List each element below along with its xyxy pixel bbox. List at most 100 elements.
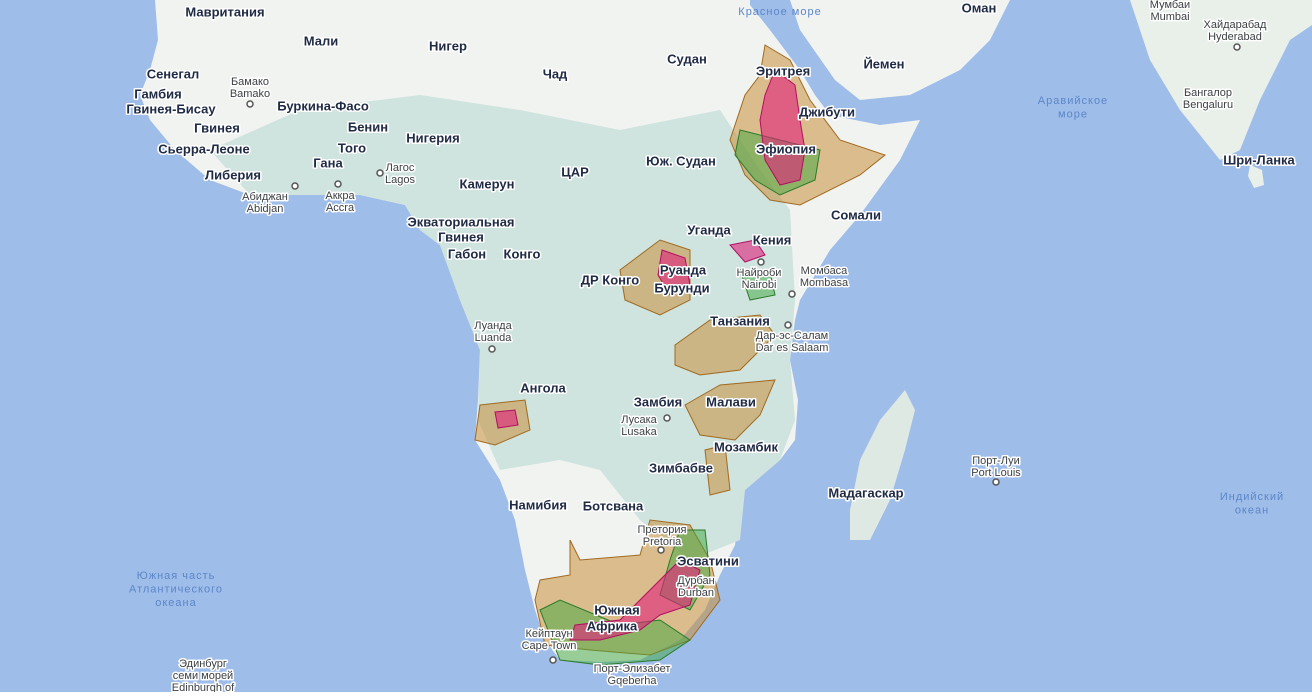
city-label: Претория (637, 524, 686, 536)
country-label: Руанда (660, 262, 707, 277)
city-marker (992, 478, 1000, 486)
city-label: Аккра (325, 190, 355, 202)
city-label: Nairobi (742, 279, 777, 291)
city-label: Луанда (474, 320, 512, 332)
city-label: Найроби (737, 267, 782, 279)
range-area (494, 409, 519, 429)
range-area (704, 444, 731, 496)
city-label: Эдинбург (179, 658, 227, 670)
city-label: Порт-Луи (972, 455, 1020, 467)
city-marker (376, 169, 384, 177)
country-label: Гвинея (194, 120, 240, 135)
city-label: Порт-Элизабет (594, 663, 671, 675)
city-label: Mombasa (800, 277, 849, 289)
city-label: Gqeberha (608, 675, 658, 687)
country-label: Мозамбик (714, 439, 779, 454)
range-area (569, 559, 701, 641)
city-label: Accra (326, 202, 355, 214)
madagascar-land (850, 390, 915, 540)
city-label: Лагос (386, 162, 415, 174)
country-label: Йемен (863, 56, 904, 71)
water-label: Красное море (738, 6, 821, 18)
country-label: Мавритания (185, 4, 264, 19)
country-label: Юж. Судан (646, 153, 716, 168)
country-label: Конго (504, 246, 541, 261)
city-label: Lusaka (621, 426, 657, 438)
city-label: Дар-эс-Салам (756, 330, 828, 342)
city-marker (784, 321, 792, 329)
country-label: Эфиопия (756, 141, 816, 156)
city-marker (663, 414, 671, 422)
country-label: Камерун (459, 176, 514, 191)
city-label: Мумбаи (1150, 0, 1190, 11)
city-label: Edinburgh of (172, 682, 235, 692)
country-label: Малави (706, 394, 756, 409)
country-label: ЦАР (561, 164, 589, 179)
city-label: Dar es Salaam (756, 342, 829, 354)
country-label: Ангола (520, 380, 566, 395)
city-marker (549, 656, 557, 664)
range-area (674, 314, 776, 376)
city-label: Mumbai (1150, 11, 1189, 23)
city-label: семи морей (173, 670, 233, 682)
range-area (684, 379, 776, 441)
range-area (739, 269, 776, 301)
city-marker (1233, 43, 1241, 51)
country-label: Гвинея (438, 229, 484, 244)
country-label: Бенин (348, 119, 388, 134)
water-label: Аравийское (1038, 95, 1108, 107)
country-label: Нигерия (406, 130, 460, 145)
country-label: Сьерра-Леоне (158, 141, 249, 156)
country-label: Африка (587, 618, 638, 633)
country-label: Южная (594, 602, 639, 617)
country-label: Сомали (831, 207, 881, 222)
water-label: океан (1235, 504, 1269, 516)
city-marker (488, 345, 496, 353)
water-label: Южная часть (137, 570, 216, 582)
country-label: Чад (543, 66, 568, 81)
country-label: Мали (304, 33, 338, 48)
city-label: Bengaluru (1183, 99, 1233, 111)
country-label: Ботсвана (583, 498, 644, 513)
tropical-vegetation (210, 95, 795, 560)
city-marker (246, 100, 254, 108)
city-label: Cape Town (522, 640, 577, 652)
range-area (759, 69, 806, 186)
country-label: Гвинея-Бисау (126, 101, 216, 116)
india-land (1130, 0, 1312, 160)
city-marker (657, 546, 665, 554)
city-marker (291, 182, 299, 190)
country-label: Бурунди (654, 280, 709, 295)
city-label: Bamako (230, 88, 270, 100)
country-label: Уганда (687, 222, 731, 237)
city-label: Дурбан (677, 575, 714, 587)
country-label: Кения (753, 232, 792, 247)
country-label: Экваториальная (407, 214, 514, 229)
country-label: Гана (313, 155, 343, 170)
country-label: Того (338, 140, 366, 155)
arabia-land (790, 0, 1010, 100)
city-label: Лусака (621, 414, 657, 426)
city-label: Hyderabad (1208, 31, 1262, 43)
country-label: Танзания (710, 313, 770, 328)
range-overlays (474, 44, 887, 666)
country-label: Габон (448, 246, 486, 261)
range-area (729, 239, 766, 263)
sri-lanka-land (1248, 165, 1264, 188)
city-label: Кейптаун (525, 628, 572, 640)
country-label: Сенегал (147, 66, 200, 81)
water-label: океана (155, 597, 196, 609)
country-label: Нигер (429, 38, 467, 53)
country-label: Джибути (799, 104, 855, 119)
city-label: Бангалор (1184, 87, 1232, 99)
country-label: Судан (667, 51, 707, 66)
country-label: Буркина-Фасо (277, 98, 369, 113)
water-label: море (1058, 108, 1088, 120)
city-label: Abidjan (247, 203, 284, 215)
city-label: Luanda (475, 332, 513, 344)
country-label: Замбия (634, 394, 682, 409)
water-label: Индийский (1220, 491, 1284, 503)
city-label: Durban (678, 587, 714, 599)
